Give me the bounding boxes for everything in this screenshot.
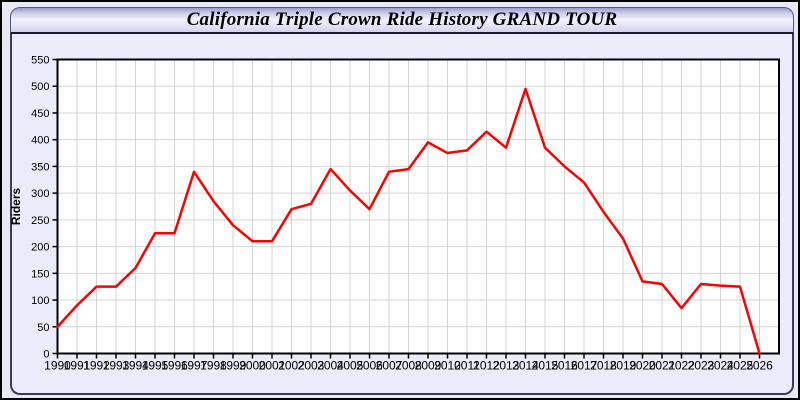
svg-text:350: 350 (31, 161, 49, 173)
svg-text:2020: 2020 (629, 359, 656, 373)
svg-text:250: 250 (31, 215, 49, 227)
svg-text:150: 150 (31, 268, 49, 280)
svg-text:1996: 1996 (161, 359, 188, 373)
y-axis-labels: 0 50 100 150 200 250 300 350 400 450 500 550 (31, 55, 49, 361)
svg-text:100: 100 (31, 295, 49, 307)
svg-text:2006: 2006 (356, 359, 383, 373)
svg-text:2002: 2002 (278, 359, 305, 373)
svg-text:1994: 1994 (122, 359, 149, 373)
svg-text:2017: 2017 (571, 359, 598, 373)
svg-text:1990: 1990 (44, 359, 71, 373)
x-axis-labels: 1990199119921993199419951996199719981999… (44, 359, 773, 373)
svg-text:2023: 2023 (688, 359, 715, 373)
svg-text:2010: 2010 (434, 359, 461, 373)
svg-text:1993: 1993 (103, 359, 130, 373)
plot-border (56, 58, 780, 355)
svg-text:2026: 2026 (746, 359, 773, 373)
svg-text:300: 300 (31, 188, 49, 200)
title-bar: California Triple Crown Ride History GRA… (10, 7, 794, 34)
page-title: California Triple Crown Ride History GRA… (186, 9, 618, 30)
svg-text:2022: 2022 (668, 359, 695, 373)
svg-text:2011: 2011 (454, 359, 480, 373)
svg-text:2003: 2003 (298, 359, 325, 373)
chart-panel: 0 50 100 150 200 250 300 350 400 450 500 550 1990 199… (9, 34, 794, 395)
svg-text:2015: 2015 (532, 359, 559, 373)
svg-text:2007: 2007 (376, 359, 403, 373)
svg-text:2014: 2014 (512, 359, 539, 373)
svg-text:50: 50 (37, 322, 49, 334)
svg-text:2019: 2019 (610, 359, 637, 373)
svg-text:1992: 1992 (83, 359, 110, 373)
svg-text:2021: 2021 (649, 359, 676, 373)
svg-text:2001: 2001 (259, 359, 286, 373)
svg-text:2016: 2016 (551, 359, 578, 373)
svg-text:2018: 2018 (590, 359, 617, 373)
svg-text:400: 400 (31, 135, 49, 147)
svg-text:2012: 2012 (473, 359, 500, 373)
svg-text:2024: 2024 (707, 359, 734, 373)
y-axis-title: Riders (9, 188, 23, 226)
svg-text:2013: 2013 (493, 359, 520, 373)
svg-text:1999: 1999 (220, 359, 247, 373)
svg-text:500: 500 (31, 81, 49, 93)
svg-text:1995: 1995 (142, 359, 169, 373)
svg-text:2000: 2000 (239, 359, 266, 373)
svg-text:550: 550 (31, 55, 49, 67)
svg-text:0: 0 (43, 349, 49, 361)
svg-text:2009: 2009 (415, 359, 442, 373)
svg-text:1991: 1991 (64, 359, 91, 373)
svg-text:1998: 1998 (200, 359, 227, 373)
data-line (56, 87, 761, 355)
plot-background (57, 59, 779, 354)
svg-text:2025: 2025 (727, 359, 754, 373)
svg-text:450: 450 (31, 108, 49, 120)
gridlines (57, 59, 779, 354)
svg-text:2008: 2008 (395, 359, 422, 373)
svg-text:1997: 1997 (181, 359, 208, 373)
svg-text:200: 200 (31, 242, 49, 254)
svg-text:2004: 2004 (317, 359, 344, 373)
svg-text:2005: 2005 (337, 359, 364, 373)
